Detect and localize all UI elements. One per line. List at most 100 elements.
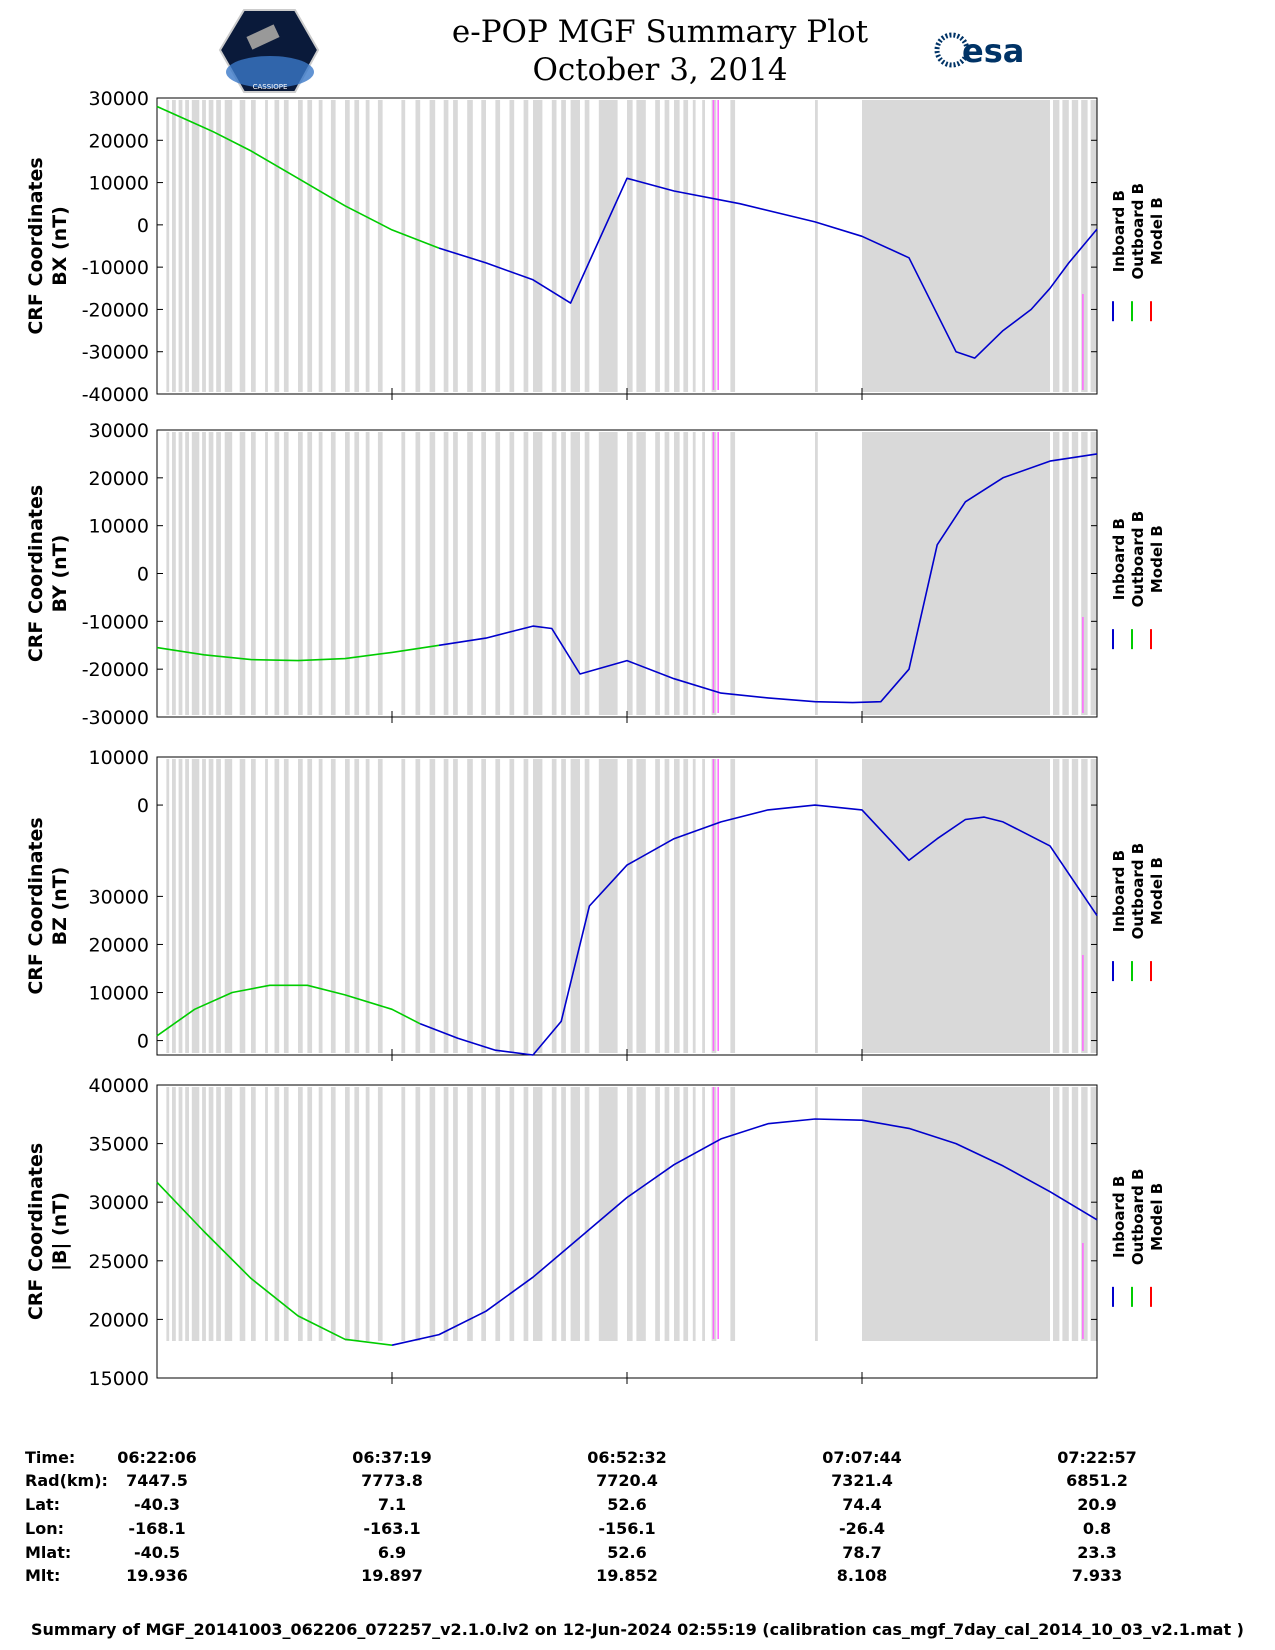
data-gap-stripe — [401, 432, 406, 715]
table-cell: 19.852 — [596, 1566, 658, 1585]
y-axis-label: BZ (nT) — [49, 867, 71, 946]
data-gap-stripe — [551, 100, 557, 392]
table-cell: 7447.5 — [126, 1471, 188, 1490]
data-gap-stripe — [702, 432, 705, 715]
outboard-series-line — [156, 984, 421, 1037]
data-gap-stripe — [224, 759, 233, 1053]
data-gap-stripe — [172, 100, 176, 392]
data-gap-stripe — [627, 432, 633, 715]
data-gap-stripe — [664, 432, 670, 715]
data-gap-stripe — [166, 759, 170, 1053]
y-tick-label: 0 — [137, 215, 149, 237]
data-gap-stripe — [265, 100, 268, 392]
data-gap-stripe — [453, 759, 458, 1053]
data-gap-stripe — [570, 100, 580, 392]
data-gap-stripe — [815, 759, 818, 1053]
y-tick-label: 20000 — [89, 934, 149, 956]
data-gap-stripe — [730, 759, 736, 1053]
data-gap-stripe — [345, 100, 350, 392]
data-gap-stripe — [330, 100, 336, 392]
data-gap-stripe — [185, 100, 189, 392]
data-gap-stripe — [443, 759, 449, 1053]
data-gap-stripe — [354, 100, 360, 392]
lat-row: Lat: -40.3 7.1 52.6 74.4 20.9 — [0, 1495, 1275, 1517]
lat-label: Lat: — [25, 1495, 61, 1514]
data-gap-stripe — [265, 759, 268, 1053]
data-gap-stripe — [354, 432, 360, 715]
data-gap-stripe — [664, 1087, 670, 1341]
bx-panel: 30000 20000 10000 0 -10000 -20000 -30000 -40000… — [25, 88, 1166, 406]
data-gap-stripe — [655, 100, 660, 392]
y-tick-label: 30000 — [89, 886, 149, 908]
y-tick-label: -10000 — [82, 611, 149, 633]
y-tick-label: 25000 — [89, 1251, 149, 1273]
data-gap-stripe — [377, 100, 383, 392]
data-gap-stripe — [702, 1087, 705, 1341]
data-gap-stripe — [166, 432, 170, 715]
data-gap-stripe — [481, 100, 486, 392]
data-gap-stripe — [429, 1087, 436, 1341]
data-gap-stripe — [692, 100, 696, 392]
data-gap-stripe — [330, 1087, 336, 1341]
gap-separator — [1068, 1087, 1072, 1341]
table-cell: -26.4 — [838, 1519, 886, 1538]
data-gap-stripe — [551, 432, 557, 715]
data-gap-stripe — [570, 432, 580, 715]
data-gap-stripe — [815, 432, 818, 715]
mlat-row: Mlat: -40.5 6.9 52.6 78.7 23.3 — [0, 1543, 1275, 1565]
data-gap-stripe — [692, 1087, 696, 1341]
y-tick-label: 40000 — [89, 1075, 149, 1097]
data-gap-stripe — [655, 432, 660, 715]
outboard-series-line — [156, 105, 440, 249]
data-gap-stripe — [208, 759, 214, 1053]
data-gap-stripe — [815, 1087, 818, 1341]
gap-separator — [1078, 432, 1082, 715]
y-tick-label: 30000 — [89, 420, 149, 442]
data-gap-stripe — [584, 759, 590, 1053]
data-gap-stripe — [862, 759, 1097, 1053]
data-gap-stripe — [533, 1087, 543, 1341]
gap-separator — [1068, 759, 1072, 1053]
legend: Inboard B Outboard B Model B — [1110, 183, 1166, 322]
data-gap-stripe — [224, 1087, 233, 1341]
mlt-label: Mlt: — [25, 1566, 61, 1585]
data-gap-stripe — [202, 759, 206, 1053]
data-gap-stripe — [636, 432, 646, 715]
gap-separator — [1059, 432, 1063, 715]
table-cell: 07:07:44 — [822, 1448, 902, 1467]
data-gap-stripe — [636, 759, 646, 1053]
data-gap-stripe — [178, 1087, 183, 1341]
table-cell: 06:37:19 — [352, 1448, 432, 1467]
data-gap-stripe — [481, 759, 486, 1053]
data-gap-stripe — [453, 1087, 458, 1341]
legend-label: Outboard B — [1129, 843, 1147, 940]
legend: Inboard B Outboard B Model B — [1110, 1169, 1166, 1307]
legend-label: Inboard B — [1110, 1176, 1128, 1258]
gap-separator — [1068, 432, 1072, 715]
data-gap-stripe — [429, 759, 436, 1053]
data-gap-stripe — [570, 1087, 580, 1341]
legend-label: Model B — [1148, 197, 1166, 265]
table-cell: 07:22:57 — [1057, 1448, 1137, 1467]
data-gap-stripe — [283, 100, 289, 392]
data-gap-stripe — [224, 100, 233, 392]
data-gap-stripe — [561, 759, 566, 1053]
data-gap-stripe — [224, 432, 233, 715]
y-axis-label: CRF Coordinates — [25, 1143, 47, 1320]
table-cell: -168.1 — [128, 1519, 186, 1538]
y-tick-label: 10000 — [89, 747, 149, 769]
data-gap-stripe — [365, 100, 370, 392]
data-gap-stripe — [178, 759, 183, 1053]
data-gap-stripe — [561, 100, 566, 392]
data-gap-stripe — [429, 432, 436, 715]
data-gap-stripe — [862, 100, 1097, 392]
bmag-panel: 40000 35000 30000 25000 20000 15000 CRF Coordi… — [25, 1075, 1166, 1390]
data-gap-stripe — [561, 432, 566, 715]
gap-separator — [1087, 432, 1091, 715]
data-gap-stripe — [730, 100, 736, 392]
gap-separator — [1050, 1087, 1053, 1341]
y-tick-label: -20000 — [82, 299, 149, 321]
y-axis-label: CRF Coordinates — [25, 485, 47, 662]
table-cell: 0.8 — [1082, 1519, 1112, 1538]
table-cell: 06:22:06 — [117, 1448, 197, 1467]
